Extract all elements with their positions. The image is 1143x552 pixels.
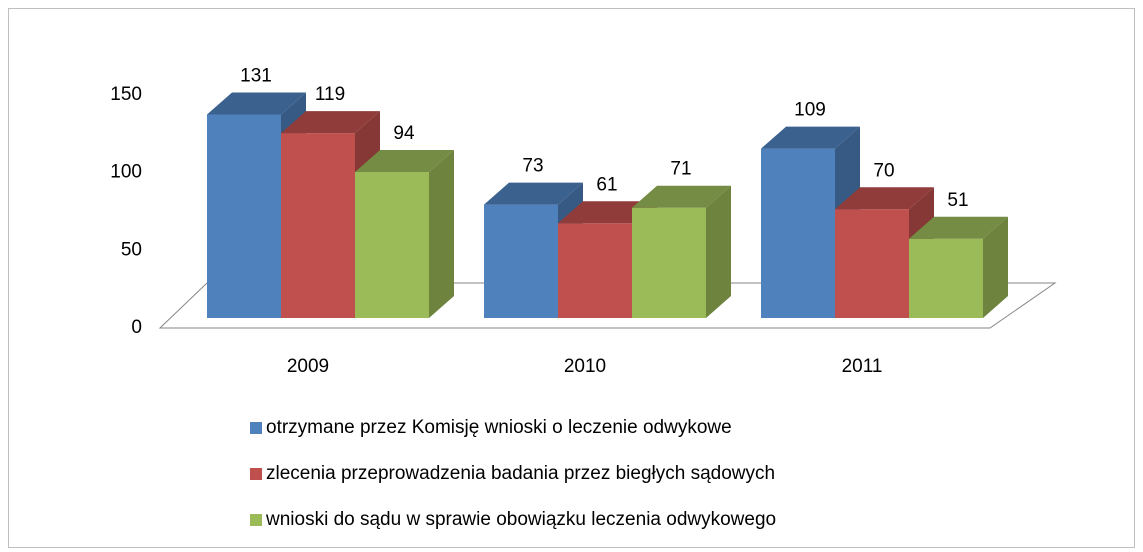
bar-front: [761, 148, 835, 318]
bar-top: [484, 182, 583, 205]
y-tick-label: 150: [110, 84, 142, 105]
floor: [158, 282, 1057, 329]
y-tick-label: 100: [110, 162, 142, 183]
data-label: 71: [670, 159, 691, 180]
bar-front: [558, 223, 632, 318]
legend-label: zlecenia przeprowadzenia badania przez b…: [266, 463, 775, 484]
data-label: 109: [794, 100, 826, 121]
bar-top: [835, 187, 934, 210]
bar-front: [281, 133, 355, 318]
bar-top: [761, 126, 860, 149]
bar: [632, 185, 731, 318]
bar-side: [983, 216, 1008, 318]
data-label: 94: [393, 123, 415, 144]
bar-front: [355, 171, 429, 318]
y-tick-label: 50: [121, 239, 142, 260]
data-label: 131: [240, 66, 272, 87]
x-tick-label: 2010: [564, 356, 606, 377]
bar-top: [207, 92, 306, 115]
data-label: 119: [315, 84, 345, 105]
bar-front: [909, 238, 983, 318]
bar-top: [355, 149, 454, 172]
y-tick-label: 0: [131, 317, 142, 338]
x-tick-label: 2009: [287, 356, 329, 377]
legend-label: wnioski do sądu w sprawie obowiązku lecz…: [265, 509, 776, 530]
legend-swatch: [250, 422, 262, 434]
x-tick-label: 2011: [842, 356, 883, 377]
bar-top: [281, 111, 380, 134]
bar-front: [632, 207, 706, 318]
bar: [355, 149, 454, 318]
bar-side: [706, 185, 731, 318]
data-label: 51: [947, 190, 968, 211]
bar-side: [429, 149, 454, 318]
bar-front: [207, 114, 281, 318]
data-label: 73: [522, 156, 543, 177]
bar-front: [835, 209, 909, 318]
bar: [909, 216, 1008, 318]
bar-top: [632, 185, 731, 208]
data-label: 61: [596, 174, 617, 195]
bar-top: [909, 216, 1008, 239]
data-label: 70: [873, 160, 894, 181]
bar-front: [484, 204, 558, 318]
legend-swatch: [250, 514, 262, 526]
legend-swatch: [250, 468, 262, 480]
legend-label: otrzymane przez Komisję wnioski o leczen…: [266, 417, 732, 438]
